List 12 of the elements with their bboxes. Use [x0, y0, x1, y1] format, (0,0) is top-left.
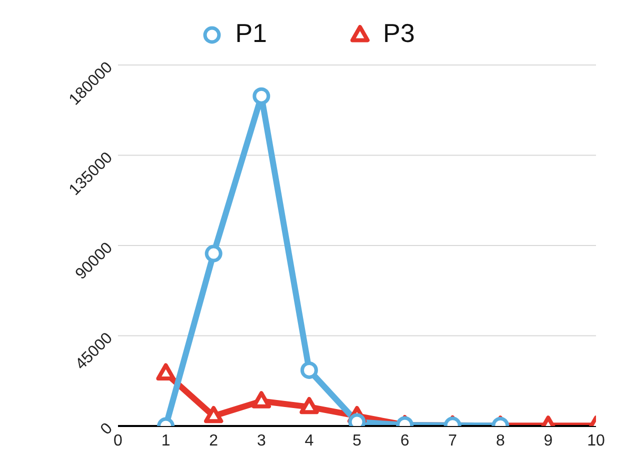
legend-label: P3 [382, 18, 415, 49]
x-tick-label: 1 [161, 432, 170, 450]
legend-label: P1 [234, 18, 267, 49]
x-tick-label: 4 [304, 432, 314, 450]
x-tick-label: 2 [209, 432, 218, 450]
x-tick-label: 9 [544, 432, 553, 450]
x-tick-label: 10 [587, 432, 605, 450]
x-tick-label: 7 [448, 432, 458, 450]
x-tick-label: 8 [496, 432, 505, 450]
x-tick-label: 6 [400, 432, 410, 450]
x-tick-label: 5 [352, 432, 362, 450]
x-tick-label: 3 [256, 432, 266, 450]
